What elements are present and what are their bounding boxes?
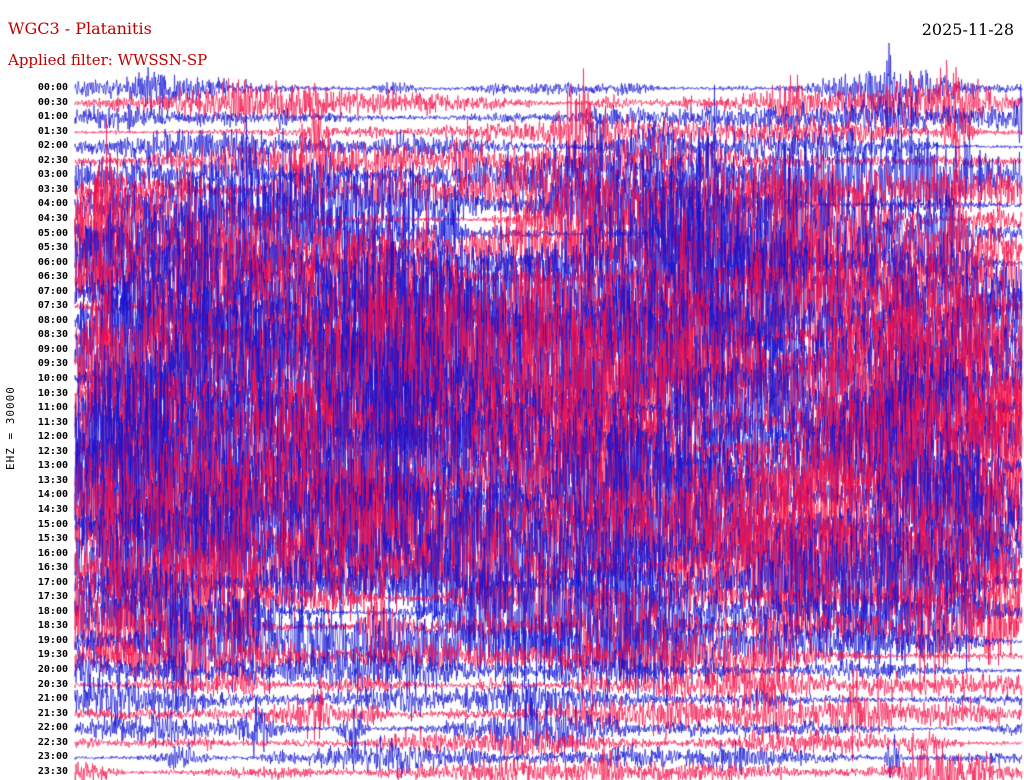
record-date: 2025-11-28 (921, 20, 1014, 39)
time-label: 07:00 (37, 285, 68, 297)
time-label: 04:00 (37, 198, 68, 210)
time-label: 19:30 (37, 649, 68, 661)
time-label: 17:00 (37, 576, 68, 588)
time-label: 10:30 (37, 387, 68, 399)
time-label: 20:30 (37, 678, 68, 690)
channel-scale-label: EHZ = 30000 (4, 386, 17, 470)
time-label: 15:30 (37, 533, 68, 545)
time-label: 06:00 (37, 256, 68, 268)
time-label: 03:30 (37, 183, 68, 195)
time-label: 01:30 (37, 125, 68, 137)
time-label: 19:00 (37, 634, 68, 646)
time-label: 08:30 (37, 329, 68, 341)
time-label: 05:30 (37, 242, 68, 254)
time-label: 09:30 (37, 358, 68, 370)
time-label: 13:00 (37, 460, 68, 472)
time-label: 03:00 (37, 169, 68, 181)
time-label: 18:00 (37, 605, 68, 617)
time-label: 14:30 (37, 503, 68, 515)
time-label: 02:30 (37, 154, 68, 166)
time-label: 02:00 (37, 140, 68, 152)
time-label: 04:30 (37, 212, 68, 224)
time-label: 12:00 (37, 431, 68, 443)
time-label: 11:00 (37, 402, 68, 414)
time-label: 17:30 (37, 591, 68, 603)
time-label: 09:00 (37, 343, 68, 355)
time-label: 21:30 (37, 707, 68, 719)
time-label: 00:30 (37, 96, 68, 108)
time-label: 01:00 (37, 111, 68, 123)
time-label: 06:30 (37, 271, 68, 283)
time-label: 11:30 (37, 416, 68, 428)
time-label: 07:30 (37, 300, 68, 312)
time-label: 23:30 (37, 765, 68, 777)
station-title: WGC3 - Platanitis (8, 19, 152, 38)
time-label: 00:00 (37, 82, 68, 93)
time-label: 18:30 (37, 620, 68, 632)
time-label: 13:30 (37, 474, 68, 486)
time-label: 15:00 (37, 518, 68, 530)
time-label: 12:30 (37, 445, 68, 457)
filter-label: Applied filter: WWSSN-SP (8, 51, 208, 69)
time-label: 21:00 (37, 693, 68, 705)
time-label: 14:00 (37, 489, 68, 501)
time-label: 08:00 (37, 314, 68, 326)
time-label: 22:30 (37, 736, 68, 748)
time-label: 16:30 (37, 562, 68, 574)
time-label: 20:00 (37, 664, 68, 675)
time-label: 16:00 (37, 547, 68, 559)
time-label: 23:00 (37, 751, 68, 763)
time-label: 22:00 (37, 722, 68, 734)
time-label: 10:00 (37, 373, 68, 384)
time-label: 05:00 (37, 227, 68, 239)
